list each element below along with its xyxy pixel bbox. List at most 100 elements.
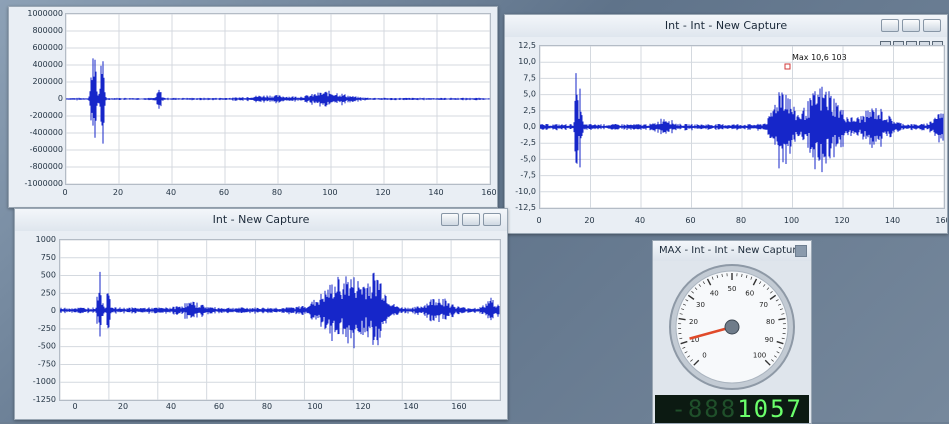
- y-tick-label: 1000: [36, 235, 56, 244]
- y-tick-label: 400000: [32, 60, 63, 69]
- close-button[interactable]: [923, 19, 941, 32]
- x-tick-label: 80: [262, 402, 272, 411]
- y-tick-label: -12,5: [515, 203, 536, 212]
- y-tick-label: -7,5: [520, 171, 536, 180]
- y-tick-label: 0: [58, 94, 63, 103]
- maximize-button[interactable]: [902, 19, 920, 32]
- plot-area[interactable]: [65, 13, 491, 185]
- y-tick-label: 500: [41, 271, 56, 280]
- x-tick-label: 0: [62, 188, 67, 197]
- y-tick-label: -800000: [30, 162, 63, 171]
- window-title: Int - Int - New Capture: [665, 19, 787, 32]
- signal-trace: [60, 272, 499, 348]
- y-tick-label: 7,5: [523, 73, 536, 82]
- x-tick-label: 20: [584, 216, 594, 225]
- gauge-scale-label: 30: [696, 301, 705, 309]
- x-tick-label: 140: [885, 216, 900, 225]
- minimize-button[interactable]: [881, 19, 899, 32]
- x-tick-label: 120: [375, 188, 390, 197]
- gauge-hub: [725, 320, 739, 334]
- gauge-scale-label: 90: [765, 336, 774, 344]
- window-titlebar[interactable]: Int - Int - New Capture: [505, 15, 947, 37]
- plot-area[interactable]: Max 10,6 103: [539, 45, 945, 209]
- y-tick-label: 0,0: [523, 122, 536, 131]
- y-tick-label: 750: [41, 253, 56, 262]
- readout-value: 1057: [737, 395, 803, 423]
- x-tick-label: 120: [355, 402, 370, 411]
- x-tick-label: 120: [834, 216, 849, 225]
- y-tick-label: -2,5: [520, 138, 536, 147]
- waveform-window-top-left[interactable]: 1000000 800000 600000 400000 200000 0 -200000 -…: [8, 6, 498, 208]
- x-tick-label: 100: [307, 402, 322, 411]
- x-tick-label: 140: [428, 188, 443, 197]
- maximize-button[interactable]: [462, 213, 480, 226]
- y-tick-label: -5,0: [520, 154, 536, 163]
- waveform-plot: [60, 240, 500, 400]
- readout-dim-digits: -888: [671, 395, 737, 423]
- y-tick-label: -200000: [30, 111, 63, 120]
- gauge-scale-label: 0: [702, 352, 706, 360]
- digital-readout: -8881057: [655, 395, 809, 423]
- y-tick-label: 12,5: [518, 41, 536, 50]
- x-tick-label: 60: [685, 216, 695, 225]
- y-tick-label: -600000: [30, 145, 63, 154]
- x-tick-label: 60: [219, 188, 229, 197]
- close-button[interactable]: [483, 213, 501, 226]
- x-tick-label: 0: [72, 402, 77, 411]
- waveform-window-top-right[interactable]: Int - Int - New Capture Max 10,6 103 12,…: [504, 14, 948, 234]
- x-tick-label: 0: [536, 216, 541, 225]
- window-titlebar[interactable]: Int - New Capture: [15, 209, 507, 231]
- x-tick-label: 160: [481, 188, 496, 197]
- y-tick-label: -1000: [33, 377, 56, 386]
- x-tick-label: 160: [935, 216, 947, 225]
- y-tick-label: -750: [38, 359, 56, 368]
- x-tick-label: 40: [635, 216, 645, 225]
- x-tick-label: 40: [166, 402, 176, 411]
- y-tick-label: 0: [51, 306, 56, 315]
- y-tick-label: -250: [38, 324, 56, 333]
- x-tick-label: 20: [118, 402, 128, 411]
- x-tick-label: 60: [214, 402, 224, 411]
- x-tick-label: 140: [403, 402, 418, 411]
- y-tick-label: 200000: [32, 77, 63, 86]
- y-tick-label: 800000: [32, 26, 63, 35]
- y-tick-label: 2,5: [523, 106, 536, 115]
- gauge-scale-label: 80: [766, 318, 775, 326]
- waveform-plot: Max 10,6 103: [540, 46, 944, 208]
- gauge-scale-label: 70: [759, 301, 768, 309]
- max-annotation: Max 10,6 103: [792, 53, 847, 62]
- y-tick-label: -400000: [30, 128, 63, 137]
- gauge-title: MAX - Int - Int - New Capture: [659, 245, 802, 256]
- plot-area[interactable]: [59, 239, 501, 401]
- max-marker: [785, 64, 790, 69]
- y-tick-label: 5,0: [523, 90, 536, 99]
- y-tick-label: -500: [38, 342, 56, 351]
- gauge-scale-label: 100: [753, 352, 766, 360]
- gauge-scale-label: 50: [728, 285, 737, 293]
- x-tick-label: 20: [113, 188, 123, 197]
- y-tick-label: -1000000: [24, 179, 63, 188]
- x-tick-label: 160: [451, 402, 466, 411]
- gauge-scale-label: 20: [689, 318, 698, 326]
- x-tick-label: 100: [784, 216, 799, 225]
- y-tick-label: 10,0: [518, 57, 536, 66]
- y-tick-label: -1250: [33, 395, 56, 404]
- y-tick-label: 1000000: [27, 9, 63, 18]
- window-title: Int - New Capture: [213, 213, 310, 226]
- gauge-scale-label: 60: [745, 289, 754, 297]
- gauge-titlebar[interactable]: MAX - Int - Int - New Capture: [653, 241, 811, 261]
- x-tick-label: 80: [736, 216, 746, 225]
- y-tick-label: 250: [41, 288, 56, 297]
- waveform-plot: [66, 14, 490, 184]
- gauge-scale-label: 40: [710, 289, 719, 297]
- y-tick-label: 600000: [32, 43, 63, 52]
- x-tick-label: 80: [272, 188, 282, 197]
- close-button[interactable]: [795, 245, 807, 257]
- x-tick-label: 100: [322, 188, 337, 197]
- x-tick-label: 40: [166, 188, 176, 197]
- y-tick-label: -10,0: [515, 187, 536, 196]
- minimize-button[interactable]: [441, 213, 459, 226]
